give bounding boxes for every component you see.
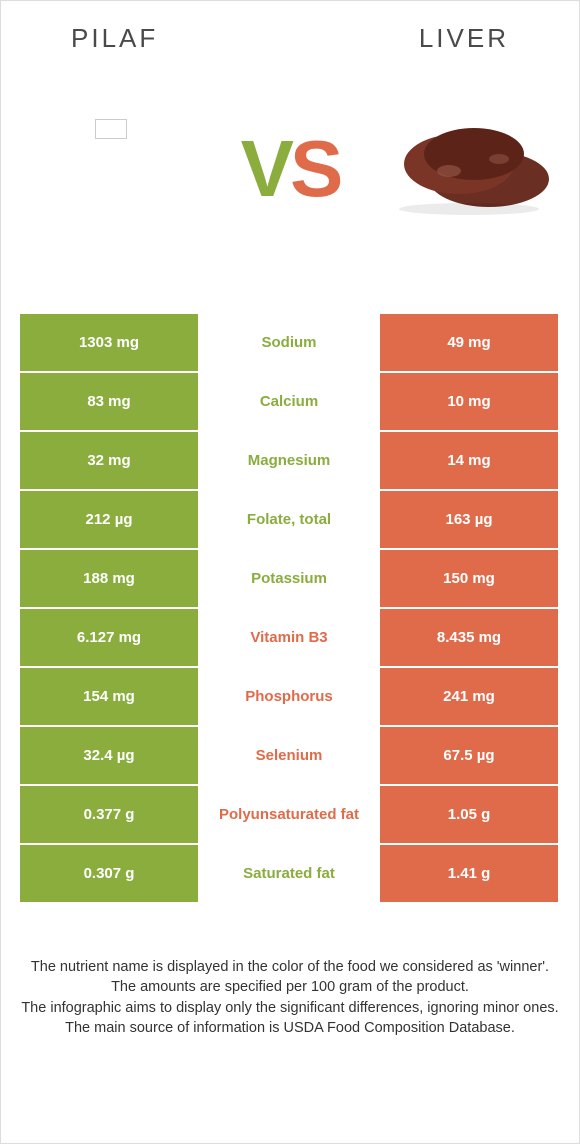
nutrient-name: Selenium — [200, 727, 378, 784]
left-value: 0.307 g — [20, 845, 198, 902]
right-value: 67.5 µg — [380, 727, 558, 784]
table-row: 32.4 µgSelenium67.5 µg — [20, 727, 560, 784]
food-left-title: PILAF — [71, 23, 158, 54]
nutrient-name: Magnesium — [200, 432, 378, 489]
left-value: 212 µg — [20, 491, 198, 548]
header: PILAF LIVER — [1, 1, 579, 54]
vs-label: VS — [241, 123, 340, 215]
table-row: 6.127 mgVitamin B38.435 mg — [20, 609, 560, 666]
right-value: 241 mg — [380, 668, 558, 725]
right-value: 163 µg — [380, 491, 558, 548]
left-value: 6.127 mg — [20, 609, 198, 666]
nutrient-name: Potassium — [200, 550, 378, 607]
table-row: 32 mgMagnesium14 mg — [20, 432, 560, 489]
right-value: 49 mg — [380, 314, 558, 371]
vs-s: S — [290, 124, 339, 213]
footer-notes: The nutrient name is displayed in the co… — [20, 957, 560, 1038]
images-row: VS — [1, 54, 579, 314]
nutrient-name: Phosphorus — [200, 668, 378, 725]
footer-line: The nutrient name is displayed in the co… — [20, 957, 560, 977]
food-right-title: LIVER — [419, 23, 509, 54]
left-value: 1303 mg — [20, 314, 198, 371]
liver-image — [379, 79, 559, 259]
footer-line: The main source of information is USDA F… — [20, 1018, 560, 1038]
nutrient-name: Folate, total — [200, 491, 378, 548]
footer-line: The infographic aims to display only the… — [20, 998, 560, 1018]
table-row: 1303 mgSodium49 mg — [20, 314, 560, 371]
table-row: 0.307 gSaturated fat1.41 g — [20, 845, 560, 902]
table-row: 212 µgFolate, total163 µg — [20, 491, 560, 548]
left-value: 188 mg — [20, 550, 198, 607]
left-value: 32.4 µg — [20, 727, 198, 784]
nutrient-name: Vitamin B3 — [200, 609, 378, 666]
right-value: 14 mg — [380, 432, 558, 489]
liver-icon — [379, 109, 559, 229]
right-value: 10 mg — [380, 373, 558, 430]
table-row: 0.377 gPolyunsaturated fat1.05 g — [20, 786, 560, 843]
table-row: 154 mgPhosphorus241 mg — [20, 668, 560, 725]
table-row: 83 mgCalcium10 mg — [20, 373, 560, 430]
nutrient-name: Sodium — [200, 314, 378, 371]
pilaf-placeholder-icon — [95, 119, 127, 139]
vs-v: V — [241, 124, 290, 213]
left-value: 0.377 g — [20, 786, 198, 843]
left-value: 32 mg — [20, 432, 198, 489]
table-row: 188 mgPotassium150 mg — [20, 550, 560, 607]
right-value: 150 mg — [380, 550, 558, 607]
nutrient-name: Polyunsaturated fat — [200, 786, 378, 843]
nutrient-name: Saturated fat — [200, 845, 378, 902]
nutrient-name: Calcium — [200, 373, 378, 430]
right-value: 1.05 g — [380, 786, 558, 843]
right-value: 1.41 g — [380, 845, 558, 902]
left-value: 154 mg — [20, 668, 198, 725]
nutrient-table: 1303 mgSodium49 mg83 mgCalcium10 mg32 mg… — [20, 314, 560, 902]
left-value: 83 mg — [20, 373, 198, 430]
footer-line: The amounts are specified per 100 gram o… — [20, 977, 560, 997]
pilaf-image — [21, 79, 201, 259]
right-value: 8.435 mg — [380, 609, 558, 666]
